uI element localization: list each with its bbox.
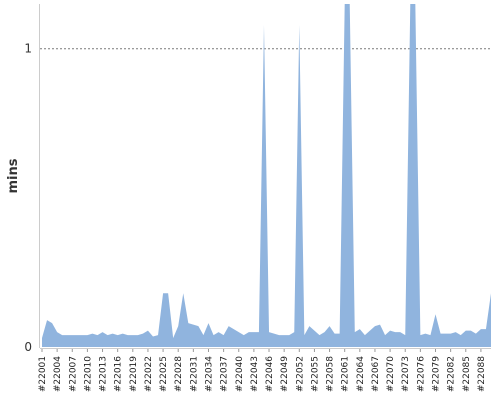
y-axis-label: mins [6, 158, 21, 193]
x-tick-label: #22088 [477, 356, 487, 392]
x-tick-label: #22034 [204, 356, 214, 392]
x-tick-label: #22040 [235, 356, 245, 392]
x-tick-label: #22070 [386, 356, 396, 392]
y-tick-label: 1 [24, 42, 32, 56]
x-tick-label: #22025 [159, 356, 169, 392]
x-tick-label: #22028 [174, 356, 184, 392]
x-tick-label: #22013 [99, 356, 109, 392]
x-tick-label: #22079 [432, 356, 442, 392]
x-tick-label: #22055 [310, 356, 320, 392]
y-tick-labels: 01 [24, 42, 32, 354]
x-tick-label: #22064 [356, 356, 366, 392]
y-tick-label: 0 [24, 340, 32, 354]
x-tick-label: #22043 [250, 356, 260, 392]
x-tick-label: #22031 [189, 356, 199, 392]
x-tick-label: #22052 [295, 356, 305, 392]
x-tick-label: #22073 [401, 356, 411, 392]
x-tick-label: #22076 [416, 356, 426, 392]
x-tick-label: #22067 [371, 356, 381, 392]
x-tick-label: #22001 [38, 356, 48, 392]
x-tick-label: #22082 [447, 356, 457, 392]
x-tick-label: #22046 [265, 356, 275, 392]
x-tick-label: #22061 [341, 356, 351, 392]
x-tick-label: #22049 [280, 356, 290, 392]
x-tick-labels: #22001 #22004 #22007 #22010 #22013 #22016 #220… [38, 349, 487, 392]
x-tick-label: #22022 [144, 356, 154, 392]
x-tick-label: #22007 [68, 356, 78, 392]
x-tick-label: #22004 [53, 356, 63, 392]
y-axis: mins [6, 4, 40, 348]
series-area [42, 4, 491, 347]
x-tick-label: #22058 [326, 356, 336, 392]
x-tick-label: #22019 [129, 356, 139, 392]
x-tick-label: #22037 [220, 356, 230, 392]
series-area-group [42, 4, 491, 347]
x-tick-label: #22010 [83, 356, 93, 392]
x-tick-label: #22016 [114, 356, 124, 392]
x-tick-label: #22085 [462, 356, 472, 392]
